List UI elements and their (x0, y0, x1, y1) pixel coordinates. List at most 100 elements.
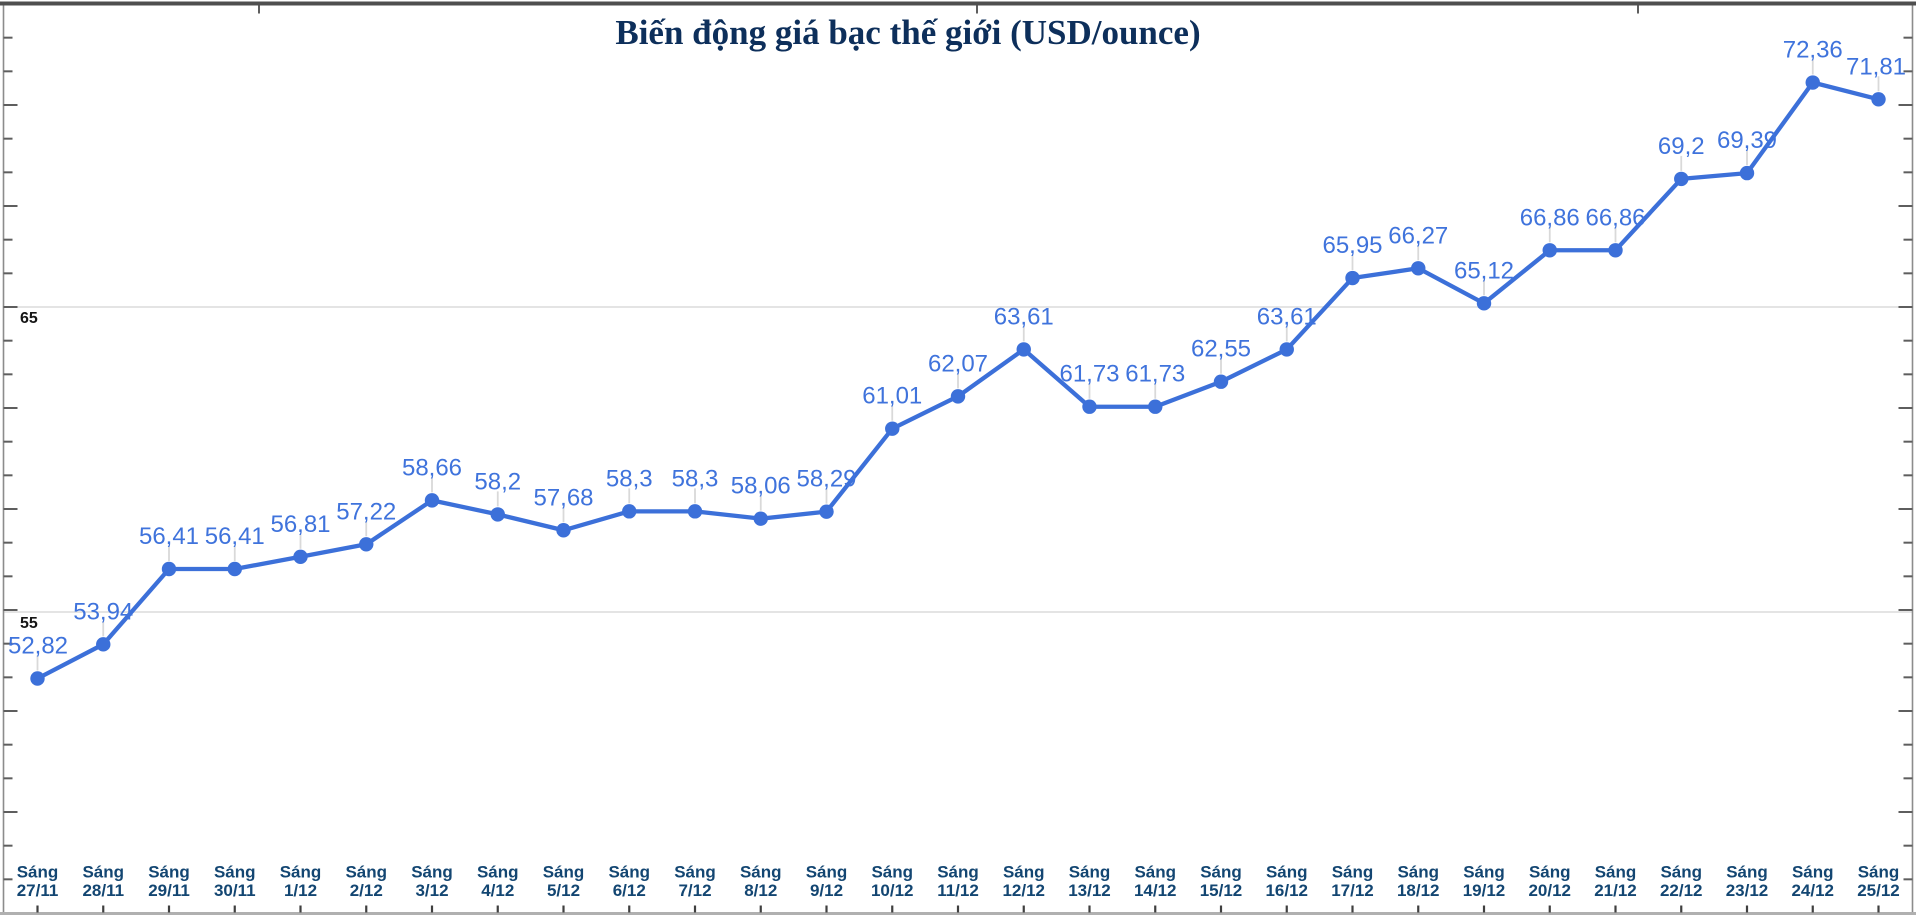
data-point-label: 56,41 (205, 523, 265, 550)
data-point[interactable] (1805, 75, 1820, 90)
x-axis-label-prefix: Sáng (1397, 863, 1439, 882)
data-point-label: 63,61 (1257, 303, 1317, 330)
x-axis-label-date: 18/12 (1397, 881, 1440, 900)
data-point[interactable] (1608, 243, 1623, 258)
data-point-label: 71,81 (1846, 53, 1906, 80)
data-point[interactable] (1148, 399, 1163, 414)
data-point[interactable] (359, 537, 374, 552)
data-point[interactable] (1871, 92, 1886, 107)
x-axis-label-date: 29/11 (148, 881, 190, 900)
x-axis-label-date: 14/12 (1134, 881, 1177, 900)
data-point[interactable] (1411, 261, 1426, 276)
x-axis-label-prefix: Sáng (214, 863, 256, 882)
data-point-label: 52,82 (8, 632, 68, 659)
data-point-label: 63,61 (994, 303, 1054, 330)
x-axis-label-prefix: Sáng (674, 863, 716, 882)
x-axis-label-prefix: Sáng (17, 863, 59, 882)
x-axis-label-prefix: Sáng (1200, 863, 1242, 882)
data-point[interactable] (819, 504, 834, 519)
data-point-label: 57,68 (533, 484, 593, 511)
data-point[interactable] (950, 389, 966, 404)
x-axis-label-date: 2/12 (350, 881, 383, 900)
data-point-label: 61,73 (1059, 361, 1119, 388)
data-point-label: 58,3 (672, 465, 719, 492)
data-point[interactable] (1476, 296, 1492, 311)
x-axis-label-date: 8/12 (744, 881, 777, 900)
x-axis-label-prefix: Sáng (1332, 863, 1374, 882)
data-point[interactable] (622, 504, 637, 519)
data-point[interactable] (490, 507, 505, 522)
data-point[interactable] (1542, 243, 1557, 258)
data-point[interactable] (1739, 165, 1755, 181)
data-point-label: 62,07 (928, 350, 988, 377)
x-axis-label-prefix: Sáng (1726, 863, 1768, 882)
x-axis-label-date: 13/12 (1068, 881, 1111, 900)
data-point[interactable] (424, 493, 440, 508)
data-point[interactable] (753, 511, 768, 526)
x-axis-label-prefix: Sáng (806, 863, 848, 882)
data-point-label: 58,06 (731, 473, 791, 500)
x-axis-label-prefix: Sáng (1069, 863, 1111, 882)
data-point[interactable] (556, 523, 571, 538)
x-axis-label-prefix: Sáng (148, 863, 190, 882)
x-axis-label-prefix: Sáng (871, 863, 913, 882)
data-point[interactable] (1082, 399, 1097, 414)
x-axis-label-prefix: Sáng (1266, 863, 1308, 882)
x-axis-label-date: 23/12 (1726, 881, 1769, 900)
data-point-label: 65,12 (1454, 257, 1514, 284)
data-point-label: 58,3 (606, 465, 653, 492)
data-point[interactable] (227, 561, 242, 577)
x-axis-label-date: 15/12 (1200, 881, 1243, 900)
x-axis-label-date: 21/12 (1594, 881, 1637, 900)
x-axis-label-prefix: Sáng (1660, 863, 1702, 882)
x-axis-label-prefix: Sáng (345, 863, 387, 882)
data-point-label: 56,41 (139, 523, 199, 550)
data-point-label: 58,66 (402, 454, 462, 481)
data-point-label: 72,36 (1783, 37, 1843, 64)
x-axis-label-prefix: Sáng (82, 863, 124, 882)
data-point-label: 66,27 (1388, 222, 1448, 249)
x-axis-label-date: 11/12 (937, 881, 979, 900)
y-axis-label: 65 (20, 310, 38, 327)
data-point[interactable] (293, 549, 308, 564)
x-axis-label-date: 5/12 (547, 881, 580, 900)
x-axis-label-prefix: Sáng (608, 863, 650, 882)
data-point[interactable] (30, 671, 45, 686)
x-axis-label-prefix: Sáng (1463, 863, 1505, 882)
data-point[interactable] (1213, 374, 1229, 389)
data-point-label: 66,86 (1585, 204, 1645, 231)
data-point-label: 66,86 (1520, 204, 1580, 231)
x-axis-label-prefix: Sáng (543, 863, 585, 882)
data-point[interactable] (96, 637, 111, 652)
data-point-label: 61,73 (1125, 361, 1185, 388)
data-point[interactable] (1279, 342, 1294, 357)
x-axis-label-date: 24/12 (1791, 881, 1834, 900)
x-axis-label-date: 28/11 (82, 881, 124, 900)
x-axis-label-date: 4/12 (481, 881, 514, 900)
x-axis-label-prefix: Sáng (1792, 863, 1834, 882)
data-point[interactable] (161, 561, 177, 577)
data-point[interactable] (1016, 342, 1031, 357)
x-axis-label-prefix: Sáng (1858, 863, 1900, 882)
data-point[interactable] (687, 504, 703, 519)
x-axis-label-date: 16/12 (1265, 881, 1308, 900)
x-axis-label-prefix: Sáng (740, 863, 782, 882)
x-axis-label-date: 19/12 (1463, 881, 1506, 900)
data-point-label: 57,22 (336, 498, 396, 525)
y-axis-label: 55 (20, 615, 38, 632)
data-point[interactable] (1674, 171, 1689, 187)
data-point-label: 53,94 (73, 598, 133, 625)
data-point[interactable] (1345, 270, 1360, 286)
x-axis-label-prefix: Sáng (1595, 863, 1637, 882)
data-point-label: 56,81 (270, 511, 330, 538)
x-axis-label-prefix: Sáng (937, 863, 979, 882)
x-axis-label-date: 27/11 (17, 881, 59, 900)
x-axis-label-prefix: Sáng (477, 863, 519, 882)
x-axis-label-date: 30/11 (214, 881, 256, 900)
data-point[interactable] (885, 421, 900, 436)
x-axis-label-date: 17/12 (1331, 881, 1374, 900)
data-point-label: 69,2 (1658, 133, 1705, 160)
data-point-label: 58,2 (474, 468, 521, 495)
